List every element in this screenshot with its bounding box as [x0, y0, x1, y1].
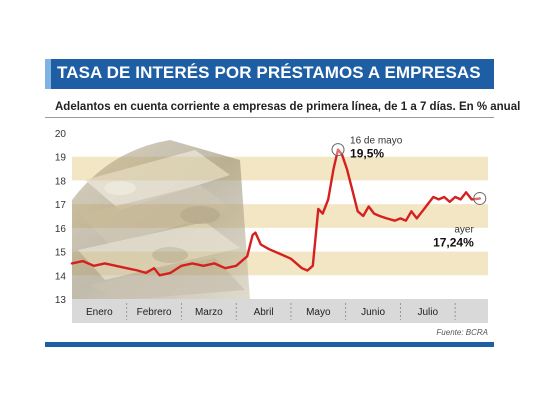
chart-title: TASA DE INTERÉS POR PRÉSTAMOS A EMPRESAS [57, 63, 481, 82]
x-tick-label: Julio [418, 307, 439, 318]
y-tick-label: 13 [55, 295, 67, 306]
y-tick-label: 16 [55, 224, 67, 235]
y-axis: 13 14 15 16 17 18 19 20 [55, 129, 67, 306]
title-bar: TASA DE INTERÉS POR PRÉSTAMOS A EMPRESAS [45, 59, 494, 89]
x-axis-strip [72, 299, 488, 323]
bottom-bar [45, 342, 494, 347]
subtitle-divider [45, 117, 494, 118]
annotation-value: 19,5% [350, 147, 384, 161]
y-tick-label: 17 [55, 200, 67, 211]
banknotes-illustration [72, 140, 250, 299]
y-tick-label: 15 [55, 248, 67, 259]
y-tick-label: 19 [55, 153, 67, 164]
series-layer [70, 148, 481, 277]
y-tick-label: 20 [55, 129, 67, 140]
x-tick-label: Junio [361, 307, 385, 318]
x-tick-label: Enero [86, 307, 113, 318]
annotation-marker [473, 191, 487, 205]
chart-subtitle: Adelantos en cuenta corriente a empresas… [55, 101, 521, 113]
x-axis: Enero Febrero Marzo Abril Mayo Junio Julio [86, 303, 456, 320]
x-tick-label: Febrero [137, 307, 172, 318]
title-accent [45, 59, 51, 89]
annotation-marker [331, 143, 345, 157]
x-tick-label: Abril [254, 307, 274, 318]
series-line [70, 148, 481, 277]
y-tick-label: 14 [55, 271, 67, 282]
source-note: Fuente: BCRA [436, 328, 488, 337]
annotation-date: 16 de mayo [350, 136, 403, 147]
y-tick-label: 18 [55, 176, 67, 187]
x-tick-label: Mayo [306, 307, 331, 318]
x-tick-label: Marzo [195, 307, 223, 318]
annotation-value: 17,24% [433, 235, 474, 249]
annotation-date: ayer [454, 224, 474, 235]
